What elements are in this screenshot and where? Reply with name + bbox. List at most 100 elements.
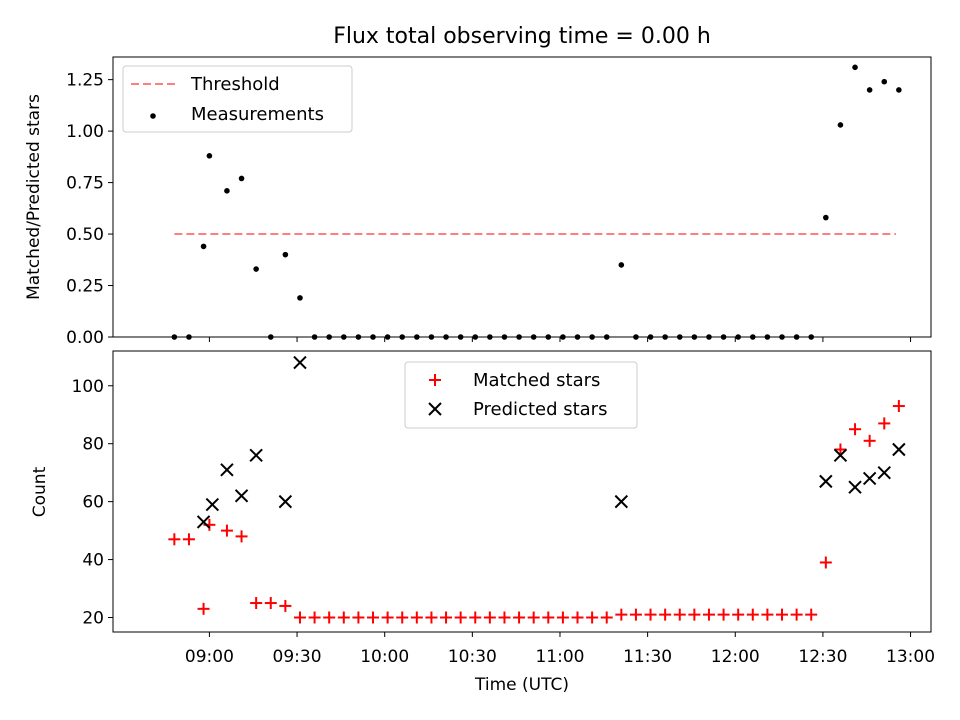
matched-star-point [659, 608, 672, 621]
matched-star-point [702, 608, 715, 621]
matched-star-point [293, 611, 306, 624]
predicted-star-point [293, 355, 307, 370]
matched-star-point [863, 434, 876, 447]
matched-star-point [308, 611, 321, 624]
matched-star-point [182, 533, 195, 546]
matched-star-point [279, 599, 292, 612]
matched-star-point [892, 400, 905, 413]
matched-star-point [615, 608, 628, 621]
bottom-y-tick-label: 80 [82, 435, 104, 455]
measurement-point [238, 175, 245, 182]
measurement-point [200, 243, 207, 250]
measurement-point [224, 188, 230, 194]
predicted-star-point [833, 448, 848, 462]
measurement-point [896, 87, 902, 93]
matched-star-point [819, 556, 832, 569]
matched-star-point [746, 608, 759, 621]
predicted-star-point [892, 442, 906, 457]
matched-star-point [367, 611, 380, 624]
matched-star-point [513, 611, 526, 624]
x-tick-label: 12:30 [798, 647, 847, 667]
top-axes-frame [112, 56, 932, 338]
measurement-point [297, 295, 303, 301]
measurement-point [823, 214, 829, 221]
bottom-y-tick-label: 40 [82, 551, 104, 571]
matched-star-point [323, 611, 336, 624]
measurement-point [206, 153, 213, 159]
bottom-y-ticks: 20 40 60 80 100 [72, 377, 113, 629]
top-panel: 0.00 0.25 0.50 0.75 1.00 1.25 Matched/Predict… [24, 56, 932, 348]
matched-star-point [264, 597, 277, 610]
predicted-star-point [205, 497, 220, 512]
matched-star-point [483, 611, 496, 624]
top-y-tick-label: 1.25 [66, 71, 104, 91]
x-tick-label: 09:30 [273, 647, 322, 667]
predicted-legend-swatch [428, 402, 442, 416]
top-legend: Threshold Measurements [122, 65, 353, 133]
measurement-point [852, 64, 858, 71]
top-y-ticks: 0.00 0.25 0.50 0.75 1.00 1.25 [66, 71, 113, 348]
predicted-star-point [877, 465, 891, 480]
bottom-legend: Matched stars Predicted stars [404, 361, 638, 429]
bottom-panel: 20 40 60 80 100 09:00 09:30 10:00 10:30 11:00 11:… [30, 350, 935, 695]
predicted-star-point [819, 474, 833, 489]
matched-star-point [527, 611, 540, 624]
matched-star-point [776, 608, 789, 621]
bottom-y-tick-label: 100 [72, 377, 104, 397]
matched-legend-swatch [429, 374, 441, 386]
legend-matched-label: Matched stars [473, 370, 600, 391]
matched-star-point [381, 611, 394, 624]
measurement-point [866, 87, 873, 93]
matched-star-point [732, 608, 745, 621]
matched-star-point [571, 611, 584, 624]
matched-star-point [197, 602, 210, 615]
matched-star-point [337, 611, 350, 624]
matched-star-point [469, 611, 482, 624]
bottom-y-axis-label: Count [30, 466, 50, 517]
matched-star-point [556, 611, 569, 624]
matched-star-point [878, 417, 891, 430]
top-y-tick-label: 0.75 [66, 174, 104, 194]
matched-star-point [644, 608, 657, 621]
measurements-legend-swatch [150, 113, 156, 119]
matched-star-point [352, 611, 365, 624]
predicted-star-point [196, 515, 211, 529]
predicted-star-point [848, 480, 862, 494]
x-tick-label: 10:00 [360, 647, 409, 667]
x-tick-label: 09:00 [185, 647, 234, 667]
measurement-point [881, 78, 888, 85]
x-tick-label: 10:30 [448, 647, 497, 667]
matched-star-point [586, 611, 599, 624]
matched-star-point [761, 608, 774, 621]
matched-star-point [629, 608, 642, 621]
bottom-plot-area [168, 355, 906, 624]
legend-threshold-label: Threshold [190, 74, 280, 95]
predicted-star-point [234, 489, 249, 503]
bottom-y-tick-label: 20 [82, 609, 104, 629]
bottom-x-ticks: 09:00 09:30 10:00 10:30 11:00 11:30 12:00 12:30… [185, 632, 935, 667]
matched-star-point [396, 611, 409, 624]
top-y-tick-label: 1.00 [66, 122, 104, 142]
matched-star-point [834, 443, 847, 456]
x-tick-label: 11:30 [623, 647, 672, 667]
x-axis-label: Time (UTC) [474, 675, 569, 695]
matched-star-point [790, 608, 803, 621]
matched-star-point [688, 608, 701, 621]
top-y-tick-label: 0.25 [66, 277, 104, 297]
predicted-star-point [249, 448, 263, 462]
matched-star-point [440, 611, 453, 624]
matched-star-point [168, 533, 181, 546]
matched-star-point [849, 423, 862, 436]
predicted-star-point [862, 471, 877, 486]
measurement-point [253, 266, 259, 272]
chart-title: Flux total observing time = 0.00 h [333, 24, 711, 49]
bottom-axes-frame [112, 350, 932, 633]
matched-star-point [410, 611, 423, 624]
matched-star-point [498, 611, 511, 624]
predicted-star-point [614, 494, 629, 509]
bottom-legend-box [404, 361, 638, 429]
legend-predicted-label: Predicted stars [473, 399, 607, 420]
bottom-y-tick-label: 60 [82, 493, 104, 513]
predicted-star-point [278, 494, 293, 509]
